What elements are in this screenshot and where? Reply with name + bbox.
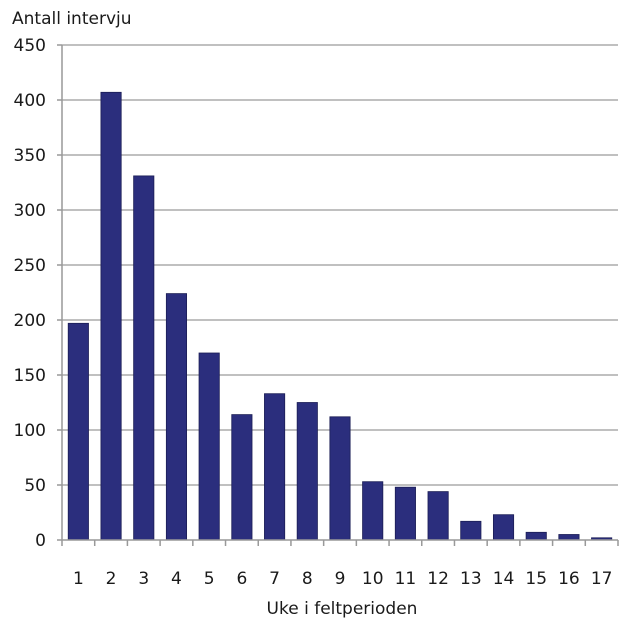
- bar: [460, 520, 482, 541]
- bar: [492, 514, 515, 541]
- x-tick-label: 17: [591, 569, 613, 589]
- x-tick-label: 16: [558, 569, 580, 589]
- bar: [525, 531, 547, 541]
- y-tick-label: 100: [14, 421, 46, 441]
- x-tick-label: 2: [106, 569, 117, 589]
- bar: [198, 352, 220, 541]
- y-tick-label: 300: [14, 201, 46, 221]
- x-tick-label: 9: [335, 569, 346, 589]
- x-tick-label: 4: [171, 569, 182, 589]
- x-tick-label: 15: [525, 569, 547, 589]
- y-tick-label: 0: [35, 531, 46, 551]
- x-tick-label: 6: [236, 569, 247, 589]
- x-tick-label: 1: [73, 569, 84, 589]
- bar: [362, 481, 384, 541]
- x-axis-label: Uke i feltperioden: [267, 599, 418, 619]
- x-tick-label: 12: [427, 569, 449, 589]
- y-tick-label: 400: [14, 91, 46, 111]
- axes: [61, 45, 619, 546]
- bar: [67, 322, 89, 541]
- x-tick-labels: 1 2 3 4 5 6 7 8 9 10 11 12 13 14 15 16 17: [73, 569, 613, 589]
- y-tick-label: 450: [14, 36, 46, 56]
- y-tick-label: 150: [14, 366, 46, 386]
- x-tick-label: 13: [460, 569, 482, 589]
- bar: [558, 534, 580, 541]
- y-tick-label: 250: [14, 256, 46, 276]
- y-axis-label: Antall intervju: [12, 9, 132, 29]
- x-tick-label: 5: [204, 569, 215, 589]
- bar: [165, 293, 188, 541]
- bar: [231, 414, 253, 541]
- bar: [329, 416, 351, 541]
- x-tick-label: 3: [138, 569, 149, 589]
- y-tick-label: 50: [24, 476, 46, 496]
- bar: [133, 175, 155, 541]
- bar: [100, 91, 122, 541]
- bar: [427, 491, 449, 541]
- y-tick-labels: 0 50 100 150 200 250 300 350 400 450: [14, 36, 62, 551]
- x-tick-label: 7: [269, 569, 280, 589]
- gridlines: [62, 44, 618, 486]
- bar: [296, 402, 318, 541]
- y-tick-label: 350: [14, 146, 46, 166]
- bar: [264, 393, 286, 541]
- x-tick-label: 10: [362, 569, 384, 589]
- x-tick-label: 8: [302, 569, 313, 589]
- bars: [67, 91, 613, 541]
- x-tick-label: 11: [395, 569, 417, 589]
- y-tick-label: 200: [14, 311, 46, 331]
- x-tick-label: 14: [493, 569, 515, 589]
- bar: [394, 486, 416, 541]
